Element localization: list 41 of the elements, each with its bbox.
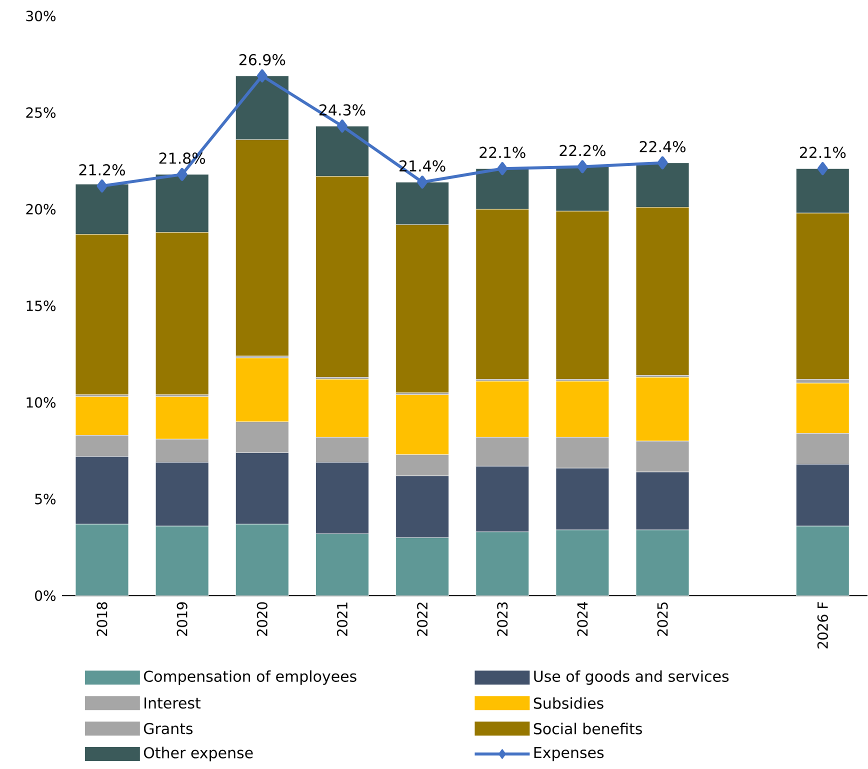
legend-label: Other expense bbox=[144, 747, 253, 762]
legend-label: Grants bbox=[144, 723, 193, 734]
legend-label: Compensation of employees bbox=[144, 670, 356, 686]
data-label: 21.4% bbox=[400, 160, 446, 172]
point bbox=[417, 176, 428, 189]
legend-label: Expenses bbox=[534, 747, 604, 762]
x-tick-label: 2025 bbox=[657, 602, 668, 636]
y-tick-label: 30% bbox=[26, 10, 56, 22]
x-tick-label: 2022 bbox=[417, 602, 428, 636]
x-tick-label: 2024 bbox=[577, 602, 588, 636]
legend-label: Interest bbox=[144, 698, 201, 709]
y-tick-label: 0% bbox=[35, 590, 56, 602]
y-tick-label: 15% bbox=[26, 300, 56, 312]
data-label: 24.3% bbox=[320, 104, 366, 116]
x-tick-label: 2021 bbox=[336, 602, 348, 636]
point bbox=[256, 70, 268, 83]
x-tick-label: 2023 bbox=[497, 602, 508, 636]
y-tick-label: 20% bbox=[26, 204, 56, 215]
point bbox=[176, 168, 188, 182]
x-tick-label: 2019 bbox=[176, 602, 188, 636]
data-label: 22.1% bbox=[800, 146, 846, 158]
point bbox=[96, 180, 108, 193]
point bbox=[577, 160, 588, 174]
point bbox=[657, 156, 668, 170]
legend-label: Social benefits bbox=[534, 723, 642, 735]
data-label: 22.2% bbox=[560, 145, 606, 156]
legend-label: Subsidies bbox=[534, 698, 604, 710]
y-tick-label: 5% bbox=[35, 494, 56, 505]
data-label: 22.1% bbox=[480, 146, 526, 158]
data-label: 22.4% bbox=[640, 141, 686, 153]
x-tick-label: 2020 bbox=[256, 602, 268, 636]
y-tick-label: 25% bbox=[26, 108, 56, 118]
data-label: 21.2% bbox=[79, 164, 125, 176]
x-tick-label: 2026 F bbox=[817, 602, 828, 649]
legend-label: Use of goods and services bbox=[534, 670, 729, 686]
point bbox=[497, 162, 508, 176]
data-label: 26.9% bbox=[239, 54, 286, 66]
y-tick-label: 10% bbox=[26, 397, 56, 408]
point bbox=[817, 162, 828, 176]
point bbox=[336, 120, 348, 133]
x-tick-label: 2018 bbox=[96, 602, 108, 636]
